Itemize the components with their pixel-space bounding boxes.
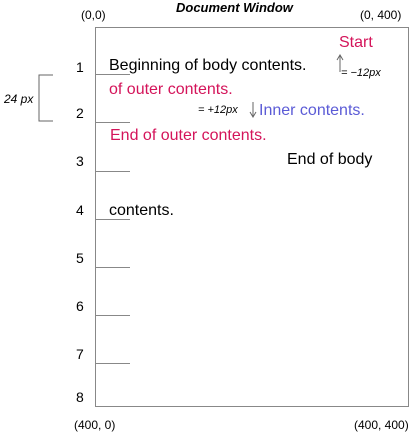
line-number-7: 7 [76, 346, 84, 362]
line-number-2: 2 [76, 105, 84, 121]
diagram-title: Document Window [176, 0, 293, 15]
body-contents-text: contents. [109, 202, 174, 219]
outer-end-text: End of outer contents. [110, 127, 267, 144]
corner-label-bottom-right: (400, 400) [354, 418, 409, 432]
line-rule-5 [95, 267, 130, 268]
line-number-8: 8 [76, 389, 84, 405]
line-number-4: 4 [76, 202, 84, 218]
line-rule-7 [95, 363, 130, 364]
inner-contents-text: Inner contents. [259, 102, 365, 119]
body-end-text: End of body [287, 151, 373, 168]
line-number-1: 1 [76, 59, 84, 75]
corner-label-top-left: (0,0) [81, 8, 106, 22]
line-rule-2 [95, 122, 130, 123]
line-number-3: 3 [76, 153, 84, 169]
outer-contents-text: of outer contents. [109, 81, 233, 98]
document-window-frame [95, 27, 409, 407]
up-arrow-head [336, 54, 344, 61]
line-rule-4 [95, 219, 130, 220]
start-label: Start [339, 34, 373, 51]
corner-label-top-right: (0, 400) [360, 8, 402, 22]
offset-plus-label: = +12px [198, 104, 238, 116]
line-height-bracket [38, 74, 53, 122]
offset-minus-label: = −12px [341, 67, 381, 79]
line-number-6: 6 [76, 298, 84, 314]
line-rule-1 [95, 74, 130, 75]
line-height-label: 24 px [4, 92, 34, 106]
line-number-5: 5 [76, 250, 84, 266]
line-rule-3 [95, 171, 130, 172]
corner-label-bottom-left: (400, 0) [74, 418, 116, 432]
line-rule-6 [95, 315, 130, 316]
down-arrow-head [249, 111, 257, 118]
body-begin-text: Beginning of body contents. [109, 57, 307, 74]
